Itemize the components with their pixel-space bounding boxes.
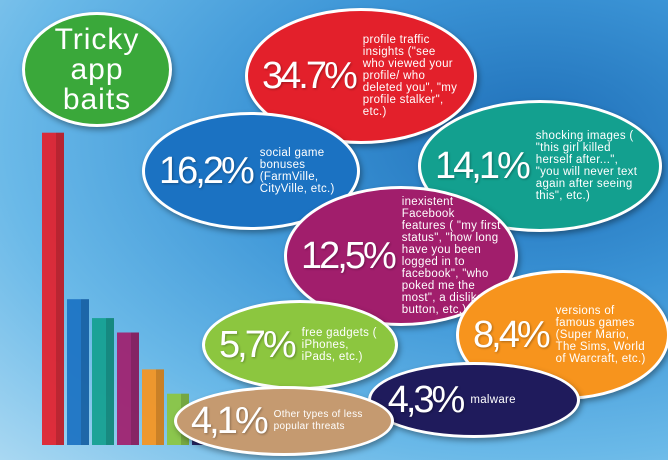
bar bbox=[92, 318, 114, 445]
bar bbox=[117, 332, 139, 445]
value-label: 12,5% bbox=[301, 234, 397, 277]
bubble: 4,1% Other types of less popular threats bbox=[174, 386, 394, 456]
bar bbox=[142, 369, 164, 445]
value-label: 34.7% bbox=[262, 54, 358, 97]
bar-shade bbox=[106, 318, 114, 445]
value-label: 5,7% bbox=[219, 323, 297, 366]
bubble: 34.7% profile traffic insights ("see who … bbox=[245, 8, 477, 144]
bar-shade bbox=[56, 132, 64, 445]
bubble: 5,7% free gadgets ( iPhones, iPads, etc.) bbox=[202, 300, 398, 390]
value-label: 16,2% bbox=[159, 149, 255, 192]
bar-shade bbox=[81, 299, 89, 445]
category-label: malware bbox=[470, 394, 516, 406]
category-label: free gadgets ( iPhones, iPads, etc.) bbox=[301, 327, 377, 363]
value-label: 4,3% bbox=[387, 378, 466, 421]
bubble: 14,1% shocking images ( "this girl killed… bbox=[418, 100, 662, 232]
category-label: shocking images ( "this girl killed hers… bbox=[535, 130, 638, 202]
category-label: social game bonuses (FarmVille, CityVill… bbox=[259, 147, 335, 195]
bar bbox=[67, 299, 89, 445]
value-label: 8,4% bbox=[473, 313, 551, 356]
bubble: 4,3% malware bbox=[368, 362, 580, 438]
category-label: profile traffic insights ("see who viewe… bbox=[362, 34, 458, 118]
value-label: 14,1% bbox=[435, 144, 531, 187]
bar bbox=[42, 132, 64, 445]
value-label: 4,1% bbox=[191, 399, 269, 442]
category-label: inexistent Facebook features ( "my first… bbox=[401, 196, 501, 316]
bar-shade bbox=[156, 369, 164, 445]
bar-shade bbox=[131, 332, 139, 445]
category-label: versions of famous games (Super Mario, T… bbox=[555, 305, 646, 365]
chart-title: Tricky app baits bbox=[22, 12, 172, 127]
category-label: Other types of less popular threats bbox=[273, 409, 363, 432]
